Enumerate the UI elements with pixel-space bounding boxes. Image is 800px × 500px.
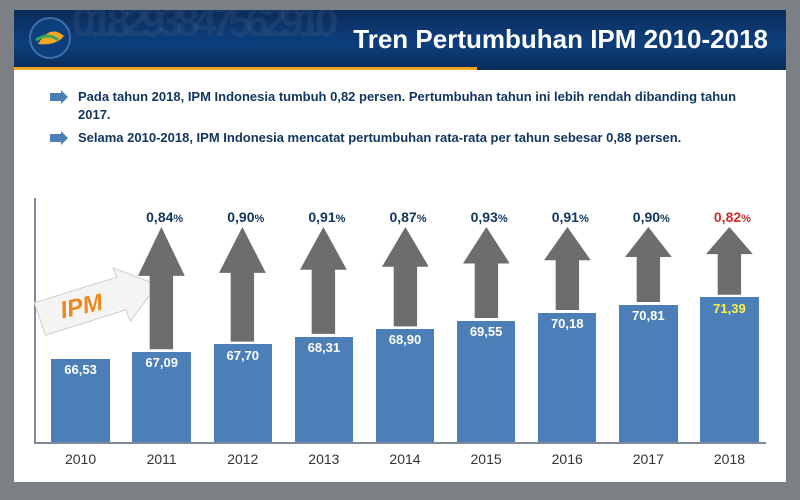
x-axis	[34, 442, 766, 444]
x-tick-2016: 2016	[531, 446, 604, 470]
bar-value-label: 68,31	[287, 340, 360, 355]
bullet-arrow-icon	[50, 90, 68, 104]
chart-area: IPM 66,5367,090,84%67,700,90%68,310,91%6…	[34, 198, 766, 470]
bar-2012: 67,700,90%	[206, 198, 279, 442]
x-tick-2012: 2012	[206, 446, 279, 470]
x-tick-2013: 2013	[287, 446, 360, 470]
bar-value-label: 69,55	[450, 324, 523, 339]
growth-arrow-icon	[706, 227, 753, 295]
growth-label: 0,90%	[612, 209, 691, 225]
bar-2010: 66,53	[44, 198, 117, 442]
bps-logo-icon	[28, 16, 72, 60]
growth-arrow-icon	[382, 227, 429, 326]
growth-label: 0,82%	[693, 209, 772, 225]
x-tick-2015: 2015	[450, 446, 523, 470]
bullet-2-text: Selama 2010-2018, IPM Indonesia mencatat…	[78, 130, 681, 145]
bar-2013: 68,310,91%	[287, 198, 360, 442]
header-title: Tren Pertumbuhan IPM 2010-2018	[353, 24, 768, 55]
header: 018293847562910 Tren Pertumbuhan IPM 201…	[14, 10, 786, 70]
growth-label: 0,87%	[368, 209, 447, 225]
bullet-1: Pada tahun 2018, IPM Indonesia tumbuh 0,…	[50, 88, 758, 123]
bar-value-label: 71,39	[693, 301, 766, 316]
header-bg-digits: 018293847562910	[72, 10, 332, 46]
growth-arrow-icon	[219, 227, 266, 342]
bar-rect	[619, 305, 678, 442]
body: Pada tahun 2018, IPM Indonesia tumbuh 0,…	[14, 70, 786, 482]
x-axis-labels: 2010 2011 2012 2013 2014 2015 2016 2017 2018	[44, 446, 766, 470]
bar-2014: 68,900,87%	[368, 198, 441, 442]
x-tick-2014: 2014	[368, 446, 441, 470]
growth-label: 0,91%	[531, 209, 610, 225]
growth-arrow-icon	[625, 227, 672, 302]
bullet-arrow-icon	[50, 131, 68, 145]
bar-2018: 71,390,82%	[693, 198, 766, 442]
bullet-2: Selama 2010-2018, IPM Indonesia mencatat…	[50, 129, 758, 147]
growth-arrow-icon	[544, 227, 591, 310]
slide-page: 018293847562910 Tren Pertumbuhan IPM 201…	[14, 10, 786, 482]
growth-label: 0,91%	[287, 209, 366, 225]
bar-rect	[700, 297, 759, 442]
bar-2015: 69,550,93%	[450, 198, 523, 442]
bullet-1-text: Pada tahun 2018, IPM Indonesia tumbuh 0,…	[78, 89, 736, 122]
x-tick-2011: 2011	[125, 446, 198, 470]
growth-label: 0,93%	[450, 209, 529, 225]
bar-value-label: 67,09	[125, 355, 198, 370]
bar-2011: 67,090,84%	[125, 198, 198, 442]
bar-2017: 70,810,90%	[612, 198, 685, 442]
growth-arrow-icon	[138, 227, 185, 349]
x-tick-2018: 2018	[693, 446, 766, 470]
growth-arrow-icon	[300, 227, 347, 334]
bar-value-label: 70,18	[531, 316, 604, 331]
bar-value-label: 68,90	[368, 332, 441, 347]
growth-label: 0,90%	[206, 209, 285, 225]
bars-container: 66,5367,090,84%67,700,90%68,310,91%68,90…	[44, 198, 766, 442]
bar-2016: 70,180,91%	[531, 198, 604, 442]
bar-value-label: 67,70	[206, 348, 279, 363]
x-tick-2010: 2010	[44, 446, 117, 470]
x-tick-2017: 2017	[612, 446, 685, 470]
bar-value-label: 66,53	[44, 362, 117, 377]
growth-label: 0,84%	[125, 209, 204, 225]
bar-rect	[538, 313, 597, 442]
bar-value-label: 70,81	[612, 308, 685, 323]
growth-arrow-icon	[463, 227, 510, 318]
